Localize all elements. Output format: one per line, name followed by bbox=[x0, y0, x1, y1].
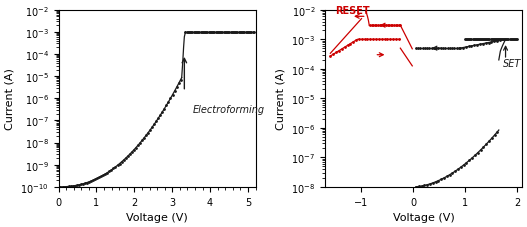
Text: SET: SET bbox=[502, 59, 521, 69]
X-axis label: Voltage (V): Voltage (V) bbox=[126, 212, 188, 222]
Text: RESET: RESET bbox=[336, 6, 370, 16]
Y-axis label: Current (A): Current (A) bbox=[5, 68, 15, 130]
Y-axis label: Current (A): Current (A) bbox=[276, 68, 286, 130]
X-axis label: Voltage (V): Voltage (V) bbox=[393, 212, 455, 222]
Text: Electroforming: Electroforming bbox=[193, 104, 265, 114]
